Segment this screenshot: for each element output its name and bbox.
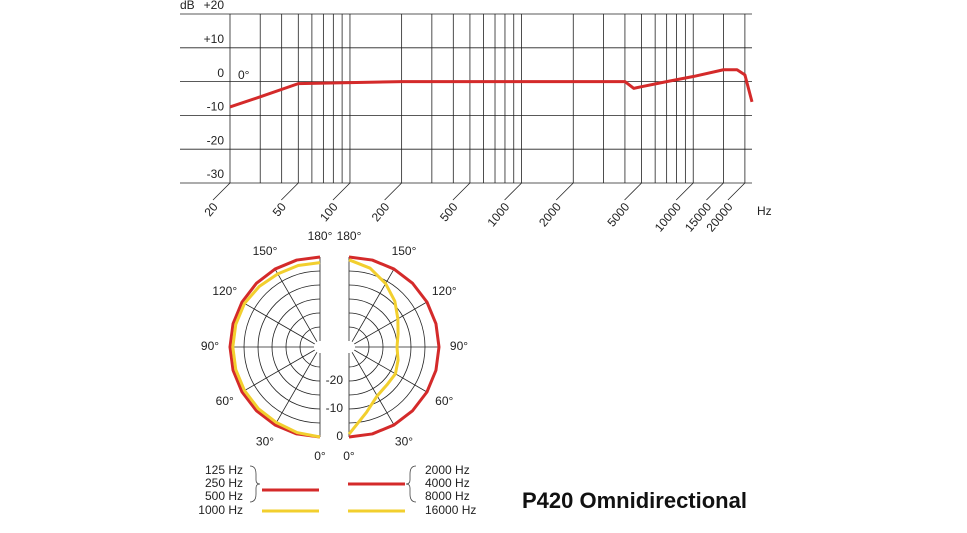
theta-tick-label: 90°: [450, 339, 468, 353]
x-tick: [727, 182, 746, 201]
x-tick: [281, 182, 299, 201]
theta-tick-label: 30°: [256, 434, 274, 448]
r-tick-label: -20: [326, 373, 344, 387]
x-axis-label: Hz: [757, 204, 772, 218]
spoke: [353, 349, 428, 393]
theta-tick-label: 90°: [201, 339, 219, 353]
legend-label: 250 Hz: [205, 476, 243, 490]
x-tick-label: 10000: [652, 200, 684, 235]
theta-tick-label: 120°: [212, 284, 237, 298]
y-tick-label: 0: [217, 66, 224, 80]
theta-tick-label: 60°: [435, 394, 453, 408]
spoke: [274, 351, 318, 426]
theta-tick-label: 180°: [337, 229, 362, 243]
polar-line: [228, 255, 321, 439]
theta-tick-label: 30°: [395, 434, 413, 448]
theta-tick-label: 0°: [314, 449, 326, 463]
legend-label: 500 Hz: [205, 489, 243, 503]
r-tick-label: 0: [336, 429, 343, 443]
x-tick: [504, 182, 522, 201]
polar-line: [347, 258, 400, 436]
x-tick: [212, 182, 231, 201]
x-tick: [706, 182, 724, 201]
x-tick-label: 500: [437, 200, 461, 225]
theta-tick-label: 120°: [432, 284, 457, 298]
x-tick: [675, 182, 694, 201]
spoke: [241, 349, 316, 393]
x-tick-label: 5000: [604, 200, 632, 230]
x-tick: [555, 182, 574, 201]
theta-tick-label: 60°: [216, 394, 234, 408]
spoke: [274, 268, 318, 343]
spoke: [353, 301, 428, 345]
x-tick-label: 2000: [536, 200, 564, 230]
series-label: 0°: [238, 68, 250, 82]
theta-tick-label: 150°: [253, 244, 278, 258]
y-tick-label: +10: [204, 32, 225, 46]
x-tick: [384, 182, 402, 201]
legend-label: 125 Hz: [205, 463, 243, 477]
spoke: [351, 268, 395, 343]
x-tick-label: 1000: [484, 200, 512, 230]
x-tick: [332, 182, 351, 201]
x-tick: [452, 182, 471, 201]
x-tick-label: 200: [369, 200, 393, 225]
legend-label: 2000 Hz: [425, 463, 470, 477]
legend-label: 4000 Hz: [425, 476, 470, 490]
theta-tick-label: 180°: [308, 229, 333, 243]
spoke: [351, 351, 395, 426]
x-tick: [624, 182, 642, 201]
x-tick-label: 100: [317, 200, 341, 225]
legend-label: 1000 Hz: [198, 503, 243, 517]
legend-brace: [249, 465, 261, 503]
x-tick-label: 20: [201, 200, 221, 219]
y-tick-label: -30: [207, 167, 225, 181]
x-tick-label: 50: [270, 200, 290, 219]
r-tick-label: -10: [326, 401, 344, 415]
y-tick-label: +20: [204, 0, 225, 12]
theta-tick-label: 0°: [343, 449, 355, 463]
polar-line: [348, 255, 441, 439]
y-axis-label: dB: [180, 0, 195, 12]
legend-label: 8000 Hz: [425, 489, 470, 503]
legend-brace: [405, 465, 417, 503]
theta-tick-label: 150°: [392, 244, 417, 258]
y-tick-label: -20: [207, 133, 225, 147]
data-line: [229, 68, 754, 109]
center-hole: [343, 341, 355, 353]
legend-label: 16000 Hz: [425, 503, 476, 517]
center-hole: [314, 341, 326, 353]
y-tick-label: -10: [207, 100, 225, 114]
polar-line: [231, 261, 321, 439]
chart-title: P420 Omnidirectional: [522, 488, 747, 513]
spoke: [241, 301, 316, 345]
